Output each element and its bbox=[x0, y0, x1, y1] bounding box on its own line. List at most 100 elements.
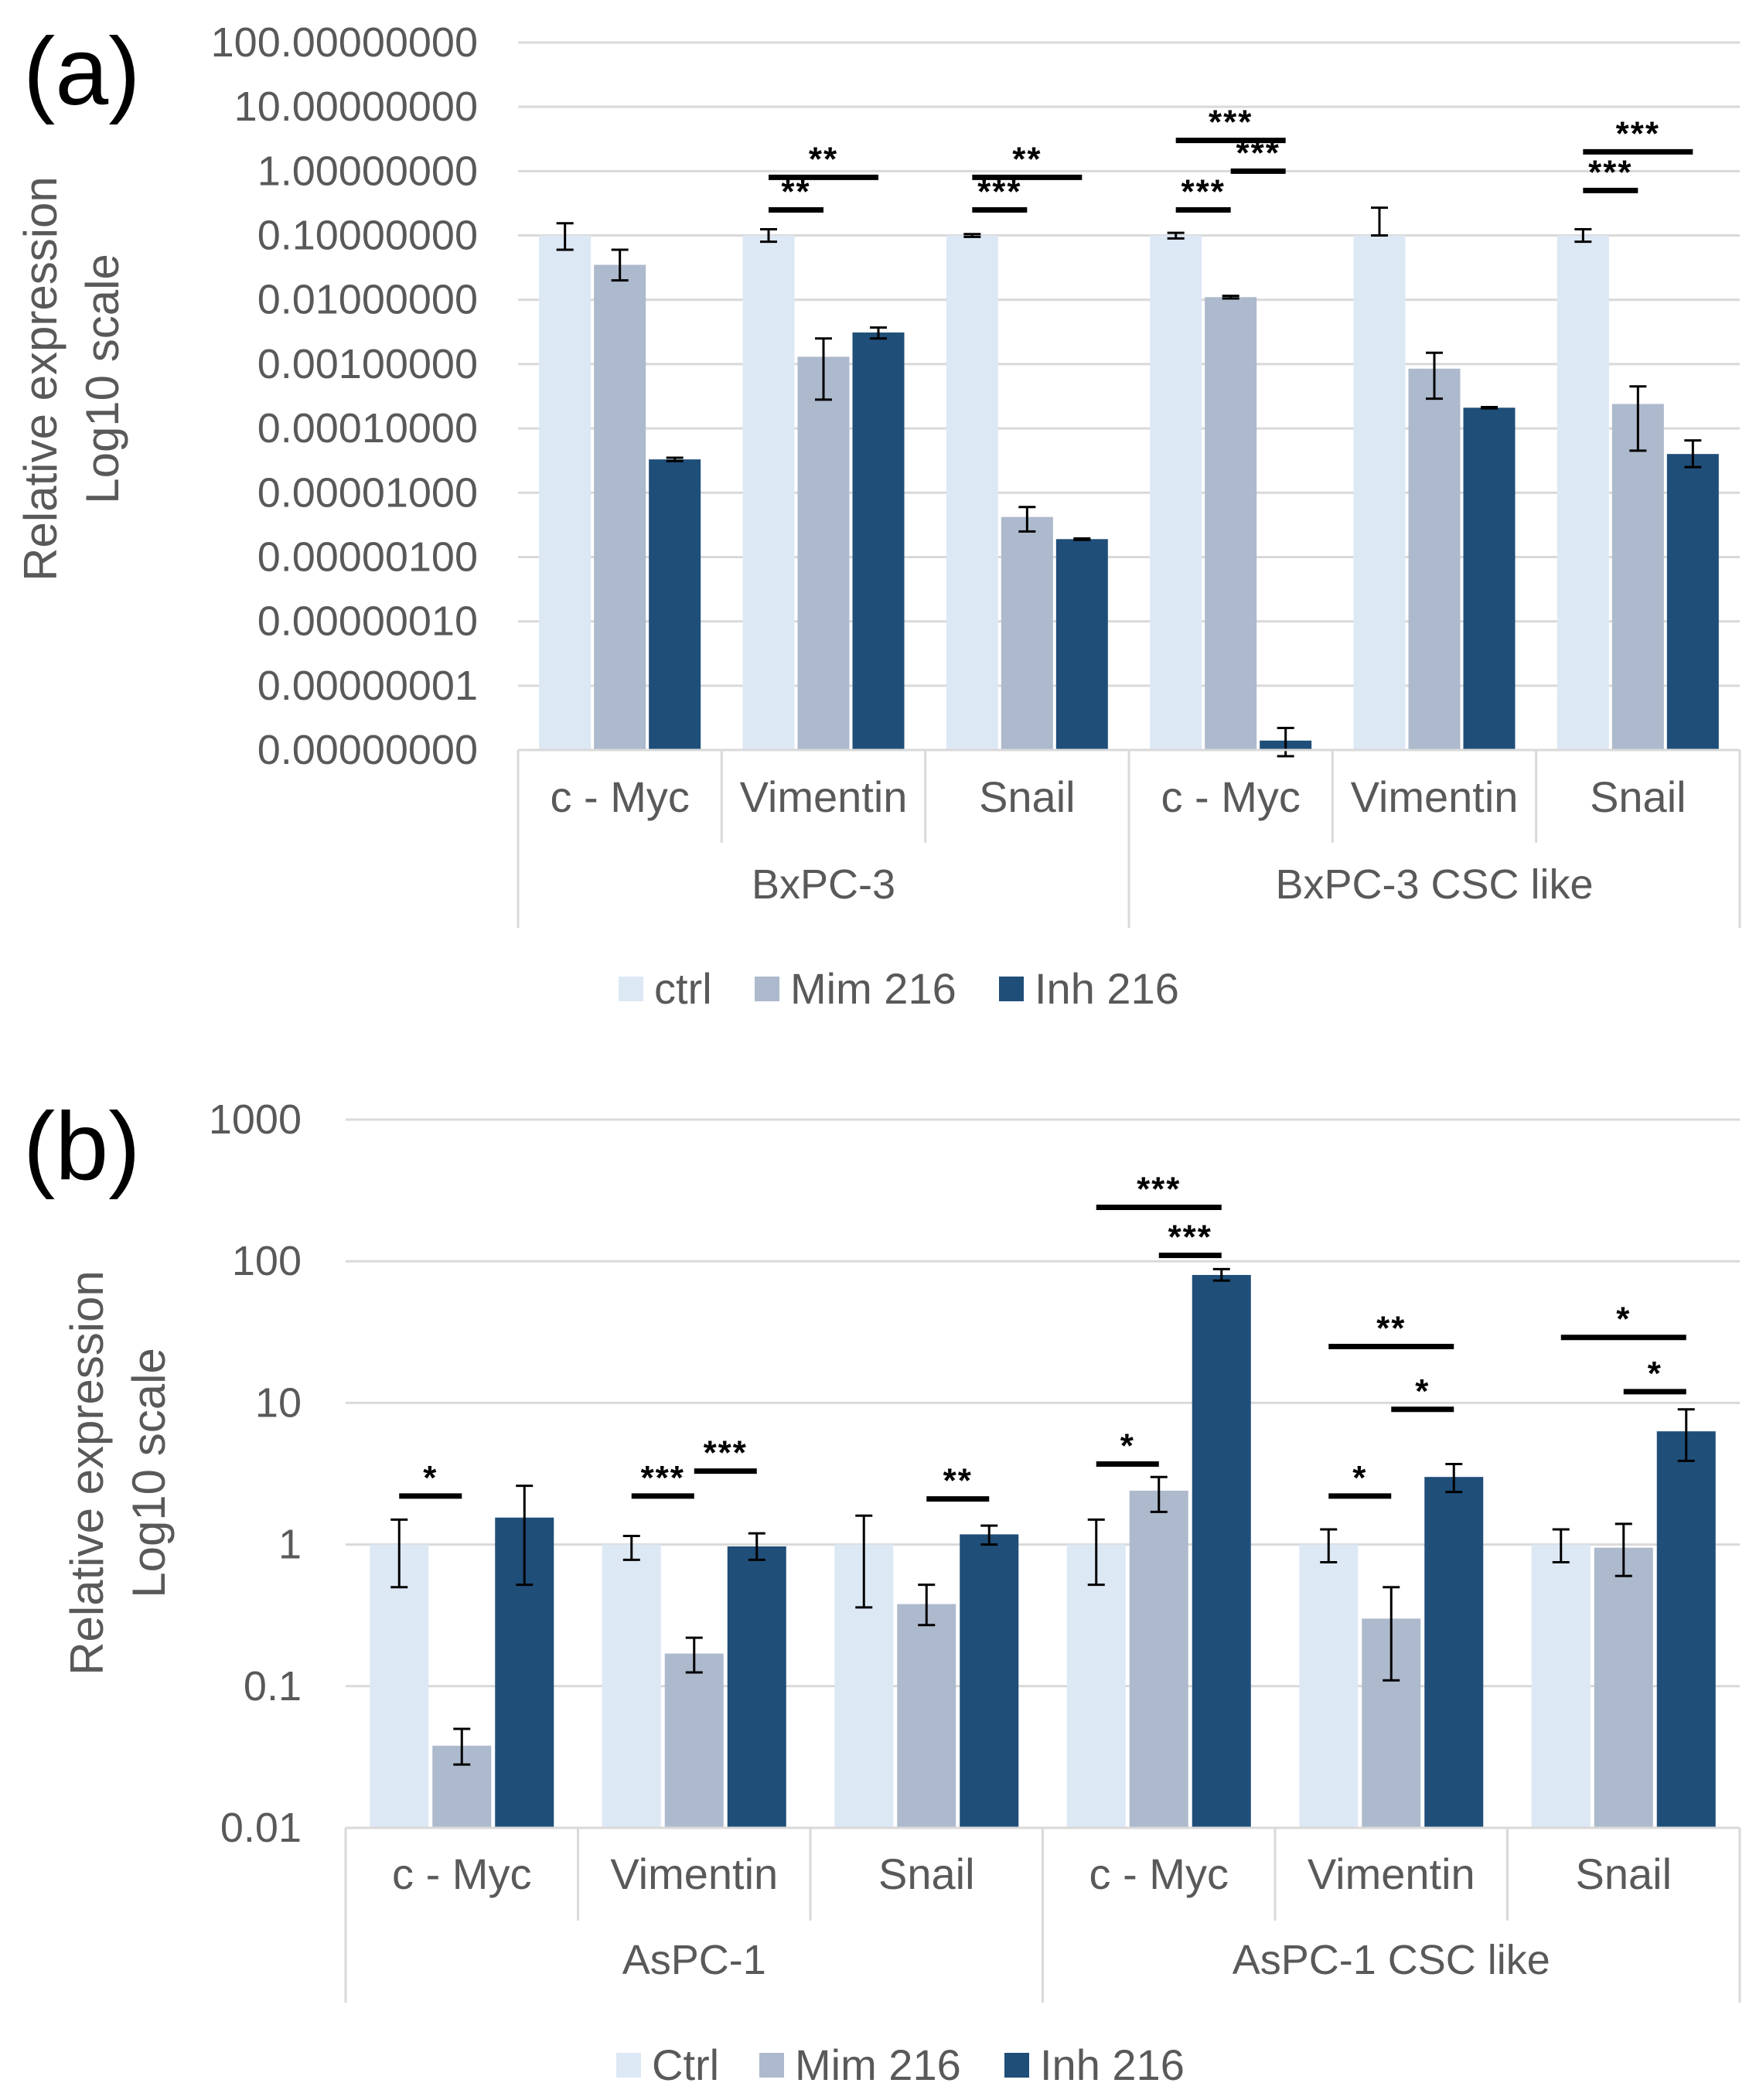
bar-mim216 bbox=[797, 356, 850, 750]
legend-swatch-mim216 bbox=[759, 2053, 784, 2078]
error-bars bbox=[390, 1267, 1695, 1766]
bar-ctrl bbox=[946, 235, 998, 751]
y-tick-label: 0.00001000 bbox=[257, 469, 478, 516]
legend-swatch-ctrl bbox=[619, 977, 643, 1001]
category-label: c - Myc bbox=[1161, 772, 1300, 821]
bar-inh216 bbox=[1666, 454, 1719, 750]
y-tick-label: 0.00000010 bbox=[257, 598, 478, 645]
y-tick-label: 1 bbox=[278, 1522, 302, 1568]
y-tick-label: 0.00010000 bbox=[257, 405, 478, 452]
bar-ctrl bbox=[539, 235, 592, 751]
error-bars bbox=[556, 206, 1702, 758]
group-label: BxPC-3 CSC like bbox=[1275, 861, 1593, 908]
significance-stars: ** bbox=[1012, 140, 1042, 178]
bar-ctrl bbox=[1531, 1544, 1591, 1828]
gridlines bbox=[346, 1118, 1740, 1829]
significance-annotations: * ********************* bbox=[399, 1171, 1686, 1502]
y-tick-label: 10 bbox=[255, 1379, 302, 1426]
significance-stars: *** bbox=[1181, 172, 1225, 210]
legend-swatch-ctrl bbox=[616, 2053, 641, 2078]
y-tick-label: 0.00000100 bbox=[257, 534, 478, 580]
y-tick-labels: 0.00000000 0.00000001 0.00000010 0.00000100… bbox=[211, 19, 478, 773]
group-label: BxPC-3 bbox=[752, 861, 895, 908]
y-tick-labels: 0.01 0.1 1 10 100 1000 bbox=[209, 1096, 302, 1851]
legend-label-inh216: Inh 216 bbox=[1040, 2040, 1185, 2089]
significance-stars: * bbox=[1648, 1355, 1662, 1393]
significance-stars: *** bbox=[641, 1459, 685, 1497]
bar-inh216 bbox=[1192, 1274, 1251, 1828]
category-label: Vimentin bbox=[610, 1849, 778, 1898]
bar-inh216 bbox=[727, 1546, 786, 1828]
bars bbox=[539, 235, 1719, 751]
y-tick-label: 1000 bbox=[209, 1096, 302, 1143]
legend-label-mim216: Mim 216 bbox=[790, 964, 956, 1013]
legend-label-mim216: Mim 216 bbox=[795, 2040, 961, 2089]
significance-stars: *** bbox=[704, 1434, 748, 1472]
bar-mim216 bbox=[1611, 404, 1664, 750]
category-label: c - Myc bbox=[1089, 1849, 1229, 1898]
bar-inh216 bbox=[649, 459, 701, 750]
significance-stars: *** bbox=[1137, 1171, 1181, 1209]
y-tick-label: 0.1 bbox=[244, 1663, 302, 1710]
y-tick-label: 0.10000000 bbox=[257, 213, 478, 259]
bar-mim216 bbox=[1594, 1547, 1653, 1828]
panel-label: (a) bbox=[23, 19, 141, 125]
category-label: Snail bbox=[878, 1849, 975, 1898]
category-label: Snail bbox=[1575, 1849, 1672, 1898]
bar-ctrl bbox=[1150, 235, 1202, 751]
bar-mim216 bbox=[1129, 1490, 1188, 1828]
y-axis-title: Relative expression Log10 scale bbox=[15, 176, 128, 581]
bar-inh216 bbox=[1424, 1477, 1484, 1828]
significance-stars: * bbox=[1120, 1427, 1135, 1465]
bar-inh216 bbox=[1656, 1431, 1716, 1828]
y-tick-label: 100 bbox=[232, 1238, 302, 1284]
bar-ctrl bbox=[1353, 235, 1406, 751]
bar-mim216 bbox=[1001, 516, 1053, 750]
y-tick-label: 0.00000001 bbox=[257, 663, 478, 709]
category-label: Vimentin bbox=[1308, 1849, 1475, 1898]
category-label: Vimentin bbox=[740, 772, 908, 821]
bar-ctrl bbox=[1557, 235, 1609, 751]
legend-swatch-inh216 bbox=[1004, 2053, 1029, 2078]
panel-label: (b) bbox=[23, 1093, 141, 1200]
panel-a: (a) Relative expression Log10 scale 0.00… bbox=[15, 19, 1741, 1013]
y-tick-label: 100.00000000 bbox=[211, 19, 478, 66]
category-label: c - Myc bbox=[392, 1849, 531, 1898]
bar-inh216 bbox=[1463, 407, 1516, 750]
legend-swatch-mim216 bbox=[755, 977, 779, 1001]
significance-stars: * bbox=[1415, 1372, 1430, 1410]
y-tick-label: 1.00000000 bbox=[257, 148, 478, 194]
y-axis-title-line-1: Relative expression bbox=[61, 1270, 113, 1676]
category-label: Snail bbox=[1590, 772, 1686, 821]
y-tick-label: 0.00000000 bbox=[257, 727, 478, 773]
significance-stars: *** bbox=[1588, 153, 1632, 191]
bar-ctrl bbox=[602, 1544, 661, 1828]
y-axis-title-line-2: Log10 scale bbox=[77, 254, 128, 504]
category-label: Vimentin bbox=[1351, 772, 1519, 821]
y-axis-title-line-1: Relative expression bbox=[15, 176, 66, 581]
bar-mim216 bbox=[1205, 297, 1257, 750]
significance-stars: *** bbox=[1616, 114, 1660, 152]
bars bbox=[370, 1274, 1716, 1828]
group-label: AsPC-1 bbox=[622, 1937, 766, 1983]
y-tick-label: 0.01 bbox=[220, 1805, 302, 1851]
y-axis-title: Relative expression Log10 scale bbox=[61, 1270, 175, 1676]
significance-stars: ** bbox=[943, 1462, 973, 1500]
bar-mim216 bbox=[897, 1604, 956, 1828]
y-tick-label: 0.01000000 bbox=[257, 277, 478, 323]
legend-label-inh216: Inh 216 bbox=[1035, 964, 1179, 1013]
bar-ctrl bbox=[370, 1544, 429, 1828]
category-label: c - Myc bbox=[550, 772, 689, 821]
bar-inh216 bbox=[852, 332, 905, 750]
group-label: AsPC-1 CSC like bbox=[1233, 1937, 1550, 1983]
bar-mim216 bbox=[1408, 368, 1461, 750]
significance-annotations: ************************ bbox=[769, 104, 1693, 213]
bar-mim216 bbox=[664, 1653, 724, 1828]
y-axis-title-line-2: Log10 scale bbox=[123, 1348, 175, 1598]
category-axis: c - Myc Vimentin Snail c - Myc Vimentin Snail… bbox=[517, 748, 1741, 928]
panel-b: (b) Relative expression Log10 scale 0.01… bbox=[23, 1093, 1741, 2089]
y-tick-label: 10.00000000 bbox=[234, 84, 478, 130]
significance-stars: * bbox=[1616, 1301, 1631, 1338]
bar-ctrl bbox=[1066, 1544, 1126, 1828]
significance-stars: ** bbox=[1376, 1309, 1406, 1347]
